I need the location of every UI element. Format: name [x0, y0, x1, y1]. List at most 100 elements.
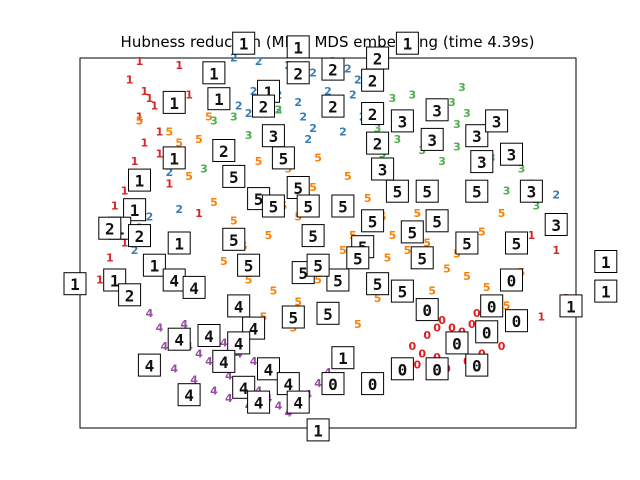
- thumbnail-box: [162, 146, 186, 170]
- thumbnail-digit: 4: [184, 386, 194, 405]
- thumbnail-box: [167, 327, 191, 351]
- digit-thumbnail-5: 5: [410, 246, 434, 270]
- thumbnail-digit: 5: [288, 309, 298, 328]
- thumbnail-box: [286, 390, 310, 414]
- digit-point-0: 0: [433, 322, 441, 335]
- digit-thumbnail-0: 0: [475, 320, 499, 344]
- digit-point-5: 5: [165, 126, 173, 139]
- digit-point-2: 2: [552, 188, 560, 201]
- digit-thumbnail-4: 4: [286, 390, 310, 414]
- digit-thumbnail-5: 5: [222, 164, 246, 188]
- digit-point-5: 5: [428, 285, 436, 298]
- digit-thumbnail-1: 1: [63, 272, 87, 296]
- digit-thumbnail-3: 3: [485, 109, 509, 133]
- digit-point-3: 3: [532, 200, 540, 213]
- digit-point-0: 0: [448, 322, 456, 335]
- digit-point-1: 1: [136, 111, 144, 124]
- thumbnail-digit: 4: [234, 297, 244, 316]
- thumbnail-digit: 1: [403, 35, 413, 54]
- thumbnail-digit: 3: [427, 131, 437, 150]
- thumbnail-box: [128, 224, 151, 248]
- thumbnail-box: [118, 283, 142, 307]
- thumbnail-digit: 1: [293, 38, 303, 57]
- thumbnail-box: [227, 294, 251, 318]
- thumbnail-box: [465, 179, 489, 203]
- digit-thumbnail-1: 1: [128, 168, 151, 192]
- digit-point-1: 1: [96, 274, 104, 287]
- digit-point-1: 1: [141, 85, 149, 98]
- thumbnail-box: [420, 127, 444, 151]
- thumbnail-digit: 3: [507, 146, 517, 165]
- thumbnail-digit: 5: [303, 198, 313, 217]
- thumbnail-digit: 5: [407, 223, 417, 242]
- digit-point-5: 5: [205, 111, 213, 124]
- digit-thumbnail-1: 1: [167, 231, 191, 255]
- thumbnail-digit: 3: [472, 127, 482, 146]
- digit-thumbnail-3: 3: [470, 150, 494, 174]
- thumbnail-box: [306, 418, 330, 442]
- digit-point-3: 3: [453, 118, 461, 131]
- thumbnail-box: [410, 246, 434, 270]
- digit-thumbnail-1: 1: [202, 61, 226, 85]
- thumbnail-box: [271, 146, 295, 170]
- digit-point-2: 2: [255, 55, 263, 68]
- digit-point-5: 5: [384, 251, 392, 264]
- digit-point-5: 5: [339, 244, 347, 257]
- digit-point-3: 3: [210, 114, 218, 127]
- thumbnail-digit: 1: [174, 235, 184, 254]
- thumbnail-digit: 5: [398, 283, 408, 302]
- digit-thumbnail-0: 0: [505, 309, 528, 333]
- digit-point-1: 1: [552, 244, 560, 257]
- thumbnail-box: [137, 353, 161, 377]
- digit-point-3: 3: [230, 111, 238, 124]
- digit-thumbnail-2: 2: [366, 46, 390, 70]
- digit-thumbnail-5: 5: [390, 279, 414, 303]
- thumbnail-box: [366, 272, 390, 296]
- digit-point-5: 5: [389, 229, 397, 242]
- digit-point-3: 3: [394, 133, 402, 146]
- thumbnail-digit: 5: [269, 198, 279, 217]
- thumbnail-box: [252, 94, 275, 118]
- digit-thumbnail-0: 0: [500, 268, 523, 292]
- digit-thumbnail-5: 5: [465, 179, 489, 203]
- thumbnail-digit: 4: [283, 375, 293, 394]
- thumbnail-box: [321, 57, 345, 81]
- thumbnail-digit: 0: [432, 360, 442, 379]
- thumbnail-digit: 2: [219, 142, 229, 161]
- thumbnail-digit: 1: [70, 275, 80, 294]
- thumbnail-digit: 4: [254, 394, 264, 413]
- thumbnail-digit: 1: [566, 297, 576, 316]
- digit-point-2: 2: [146, 211, 154, 224]
- digit-thumbnail-2: 2: [212, 139, 236, 162]
- thumbnail-box: [281, 305, 305, 329]
- digit-point-2: 2: [304, 133, 312, 146]
- digit-thumbnail-5: 5: [425, 209, 449, 233]
- digit-point-1: 1: [111, 200, 119, 213]
- digit-point-5: 5: [498, 207, 506, 220]
- digit-point-1: 1: [175, 59, 183, 72]
- thumbnail-box: [361, 209, 385, 233]
- thumbnail-box: [425, 209, 449, 233]
- digit-thumbnail-2: 2: [98, 216, 122, 240]
- digit-point-2: 2: [275, 103, 283, 116]
- digit-thumbnail-1: 1: [232, 31, 256, 55]
- digit-point-3: 3: [408, 89, 416, 102]
- thumbnail-digit: 5: [229, 168, 239, 187]
- thumbnail-digit: 1: [214, 90, 224, 109]
- digit-point-4: 4: [146, 307, 154, 320]
- thumbnail-box: [480, 294, 504, 318]
- thumbnail-digit: 1: [209, 64, 219, 83]
- thumbnail-digit: 5: [333, 272, 343, 291]
- digit-thumbnail-2: 2: [252, 94, 275, 118]
- thumbnail-digit: 4: [249, 320, 259, 339]
- digit-thumbnail-0: 0: [390, 357, 414, 381]
- thumbnail-digit: 4: [264, 360, 274, 379]
- digit-thumbnail-4: 4: [137, 353, 161, 377]
- thumbnail-digit: 3: [477, 153, 487, 172]
- digit-point-3: 3: [518, 163, 526, 176]
- digit-thumbnail-5: 5: [326, 268, 350, 292]
- digit-point-0: 0: [438, 314, 446, 327]
- digit-point-4: 4: [190, 373, 198, 386]
- digit-point-4: 4: [205, 355, 213, 368]
- thumbnail-box: [390, 109, 414, 133]
